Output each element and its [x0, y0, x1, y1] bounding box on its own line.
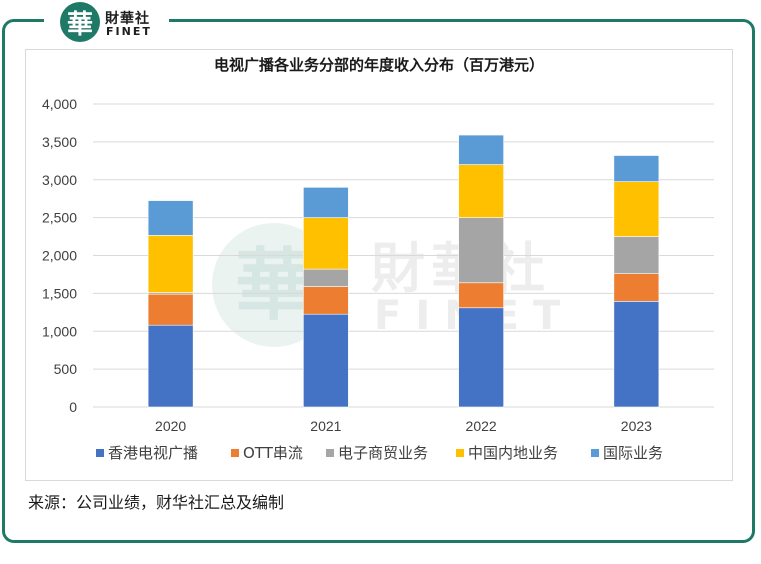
bar-segment [458, 282, 504, 309]
brand-name-en: FINET [106, 25, 152, 38]
bar-segment [458, 134, 504, 165]
bar-segment [458, 164, 504, 218]
y-tick-label: 2,500 [42, 210, 77, 226]
x-tick-label: 2023 [621, 418, 652, 434]
watermark-mark: 華 [235, 241, 313, 331]
bar-segment [303, 217, 349, 270]
bar-segment [147, 200, 194, 236]
y-tick-label: 4,000 [42, 96, 77, 112]
brand-name-cn: 財華社 [105, 11, 150, 27]
y-tick-label: 3,500 [42, 134, 77, 150]
brand-mark: 華 [60, 2, 100, 42]
bar-segment [303, 313, 349, 408]
legend-label: OTT串流 [243, 444, 303, 462]
legend-swatch [456, 449, 464, 457]
bar-segment [613, 236, 660, 274]
legend-swatch [231, 449, 239, 457]
y-tick-label: 1,000 [42, 323, 77, 339]
bar-segment [458, 307, 504, 408]
bar-segment [613, 301, 660, 408]
y-tick-label: 500 [54, 361, 78, 377]
legend-label: 香港电视广播 [108, 444, 198, 462]
bar-segment [147, 235, 194, 293]
y-tick-label: 1,500 [42, 285, 77, 301]
watermark-name-cn: 財華社 [371, 237, 551, 300]
bar-segment [303, 187, 349, 218]
bar-segment [303, 268, 349, 287]
x-tick-label: 2022 [466, 418, 497, 434]
legend-swatch [326, 449, 334, 457]
x-tick-label: 2020 [155, 418, 186, 434]
bar-segment [613, 273, 660, 302]
y-tick-label: 3,000 [42, 172, 77, 188]
y-tick-label: 0 [69, 399, 77, 415]
source-note: 来源：公司业绩，财华社汇总及编制 [28, 493, 285, 512]
bar-segment [613, 155, 660, 182]
bar-segment [458, 217, 504, 284]
chart-title: 电视广播各业务分部的年度收入分布（百万港元） [213, 56, 544, 74]
legend-label: 国际业务 [603, 444, 663, 462]
legend-swatch [591, 449, 599, 457]
x-tick-label: 2021 [310, 418, 341, 434]
bar-segment [147, 293, 194, 326]
legend-label: 电子商贸业务 [338, 444, 428, 462]
legend-swatch [96, 449, 104, 457]
stacked-bar-chart: 華財華社FINET05001,0001,5002,0002,5003,0003,… [42, 96, 714, 462]
legend-label: 中国内地业务 [468, 444, 558, 462]
chart-panel: 电视广播各业务分部的年度收入分布（百万港元） 華財華社FINET05001,00… [25, 49, 733, 481]
bar-segment [147, 324, 194, 408]
y-tick-label: 2,000 [42, 248, 77, 264]
bar-segment [613, 181, 660, 237]
bar-segment [303, 286, 349, 315]
